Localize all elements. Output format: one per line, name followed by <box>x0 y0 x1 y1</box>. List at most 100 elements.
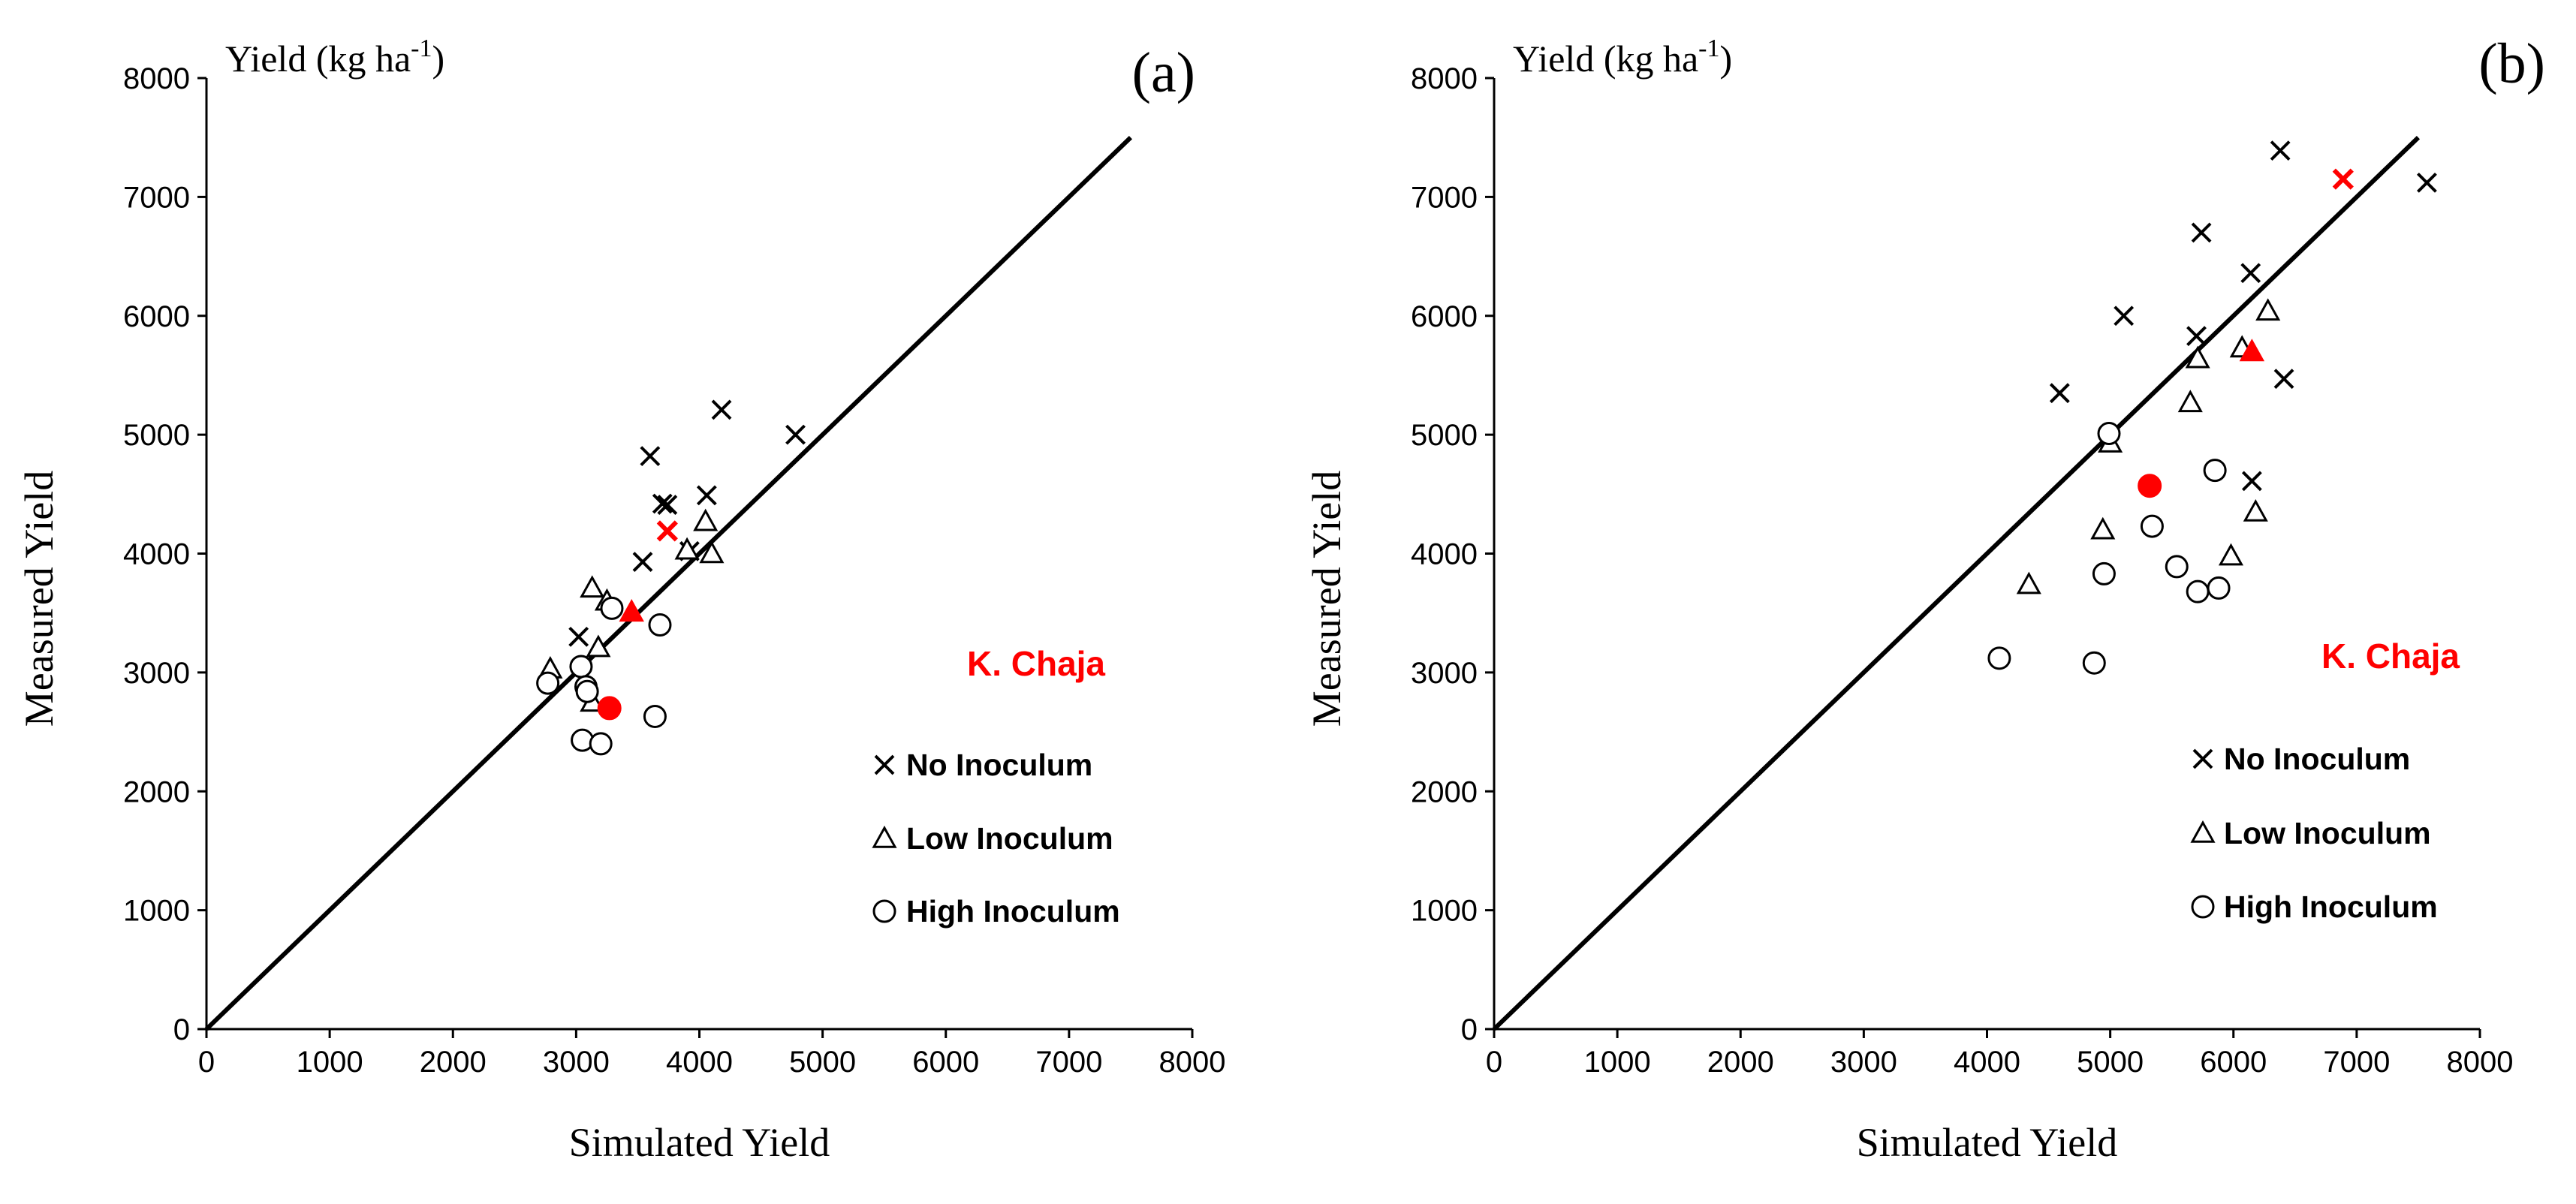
circle-marker-point <box>2165 555 2189 579</box>
x-tick-label: 5000 <box>2077 1046 2144 1079</box>
x-marker-point <box>2241 471 2262 492</box>
x-marker-point <box>2240 263 2261 284</box>
x-tick-label: 5000 <box>789 1046 856 1079</box>
circle-marker-point <box>2092 561 2116 585</box>
triangle-marker-point <box>674 537 700 560</box>
x-tick-label: 6000 <box>2200 1046 2267 1079</box>
x-marker-point-stroke-2 <box>696 485 717 506</box>
y-tick-label: 7000 <box>1411 181 1478 214</box>
circle-marker-point <box>1987 646 2011 670</box>
y-tick-label: 3000 <box>1411 657 1478 690</box>
unit-label-close: ) <box>1720 38 1733 80</box>
triangle-marker-point <box>699 540 725 564</box>
x-tick-label: 6000 <box>912 1046 979 1079</box>
circle-marker-point <box>571 728 595 752</box>
y-tick-label: 4000 <box>1411 538 1478 571</box>
x-marker-point-stroke-2 <box>2273 369 2294 390</box>
annotation-k-chaja: K. Chaja <box>2321 637 2460 676</box>
circle-marker-point <box>569 655 593 679</box>
x-marker-point <box>640 446 661 467</box>
circle-marker-point <box>2203 459 2227 483</box>
unit-label-text: Yield (kg ha <box>225 38 411 80</box>
x-marker-point-stroke-2 <box>785 424 806 445</box>
x-marker-point-stroke-2 <box>2417 172 2437 193</box>
x-marker-point <box>696 485 717 506</box>
x-marker-point-stroke-2 <box>2240 263 2261 284</box>
x-marker-point-stroke-2 <box>2241 471 2262 492</box>
legend-x-icon-stroke-2 <box>874 754 895 775</box>
x-marker-point <box>2270 140 2291 161</box>
circle-marker-point <box>589 732 613 756</box>
highlight-circle-marker-point <box>597 696 622 721</box>
x-axis-title: Simulated Yield <box>569 1120 830 1165</box>
legend-label: No Inoculum <box>906 748 1092 782</box>
triangle-marker-point <box>2177 390 2203 413</box>
y-tick-label: 4000 <box>123 538 190 571</box>
x-tick-label: 4000 <box>1954 1046 2020 1079</box>
x-tick-label: 0 <box>198 1046 215 1079</box>
y-tick-label: 2000 <box>1411 775 1478 808</box>
triangle-marker-point <box>586 634 611 658</box>
unit-label: Yield (kg ha-1) <box>225 35 444 80</box>
x-marker-point-stroke-2 <box>2049 383 2070 404</box>
x-marker-point <box>568 626 589 647</box>
circle-marker-point <box>2207 576 2231 600</box>
highlight-x-marker-point-stroke-2 <box>2332 168 2354 190</box>
y-tick-label: 3000 <box>123 657 190 690</box>
x-tick-label: 8000 <box>1159 1046 1226 1079</box>
x-tick-label: 8000 <box>2447 1046 2514 1079</box>
x-marker-point <box>2417 172 2437 193</box>
circle-marker-point <box>2186 579 2210 604</box>
x-marker-point-stroke-2 <box>632 552 653 573</box>
x-tick-label: 7000 <box>1035 1046 1102 1079</box>
unit-label-exponent: -1 <box>411 35 432 62</box>
unit-label-text: Yield (kg ha <box>1513 38 1698 80</box>
legend-label: Low Inoculum <box>2224 816 2431 850</box>
panel-b: 0 1000 2000 3000 4000 5000 6000 7000 8000 0 1000 20… <box>1304 32 2545 1165</box>
highlight-x-marker-point <box>656 520 678 542</box>
x-marker-point <box>2186 326 2207 347</box>
annotation-k-chaja: K. Chaja <box>967 644 1105 683</box>
x-marker-point <box>2191 222 2212 243</box>
highlight-x-marker-point <box>2332 168 2354 190</box>
y-tick-label: 6000 <box>123 300 190 333</box>
legend-label: High Inoculum <box>906 894 1120 929</box>
highlight-triangle-marker-point <box>619 599 644 622</box>
x-tick-label: 3000 <box>1830 1046 1897 1079</box>
triangle-marker-point <box>2255 298 2281 321</box>
panel-a: 0 1000 2000 3000 4000 5000 6000 7000 8000 0 1000 20… <box>17 35 1225 1165</box>
y-tick-label: 6000 <box>1411 300 1478 333</box>
y-tick-label: 7000 <box>123 181 190 214</box>
x-marker-point <box>2049 383 2070 404</box>
x-marker-point-stroke-2 <box>2191 222 2212 243</box>
x-tick-label: 2000 <box>420 1046 487 1079</box>
triangle-marker-point <box>2090 516 2116 540</box>
y-tick-label: 2000 <box>123 775 190 808</box>
unit-label-exponent: -1 <box>1698 35 1719 62</box>
circle-marker-point <box>536 671 560 695</box>
legend-circle-icon <box>2191 895 2215 919</box>
y-axis-title: Measured Yield <box>1304 471 1349 727</box>
y-tick-label: 1000 <box>1411 895 1478 928</box>
x-marker-point <box>711 399 732 420</box>
circle-marker-point <box>600 596 624 620</box>
highlight-circle-marker-point <box>2138 474 2162 498</box>
y-axis-title: Measured Yield <box>17 471 62 727</box>
panel-label: (a) <box>1132 41 1195 104</box>
triangle-marker-point <box>2016 571 2041 594</box>
legend-x-icon <box>874 754 895 775</box>
legend-label: High Inoculum <box>2224 889 2438 924</box>
y-tick-label: 5000 <box>1411 419 1478 452</box>
triangle-marker-point <box>693 508 719 531</box>
x-tick-label: 0 <box>1486 1046 1502 1079</box>
x-marker-point <box>785 424 806 445</box>
x-marker-point-stroke-2 <box>2270 140 2291 161</box>
unit-label-close: ) <box>432 38 445 80</box>
x-tick-label: 3000 <box>543 1046 610 1079</box>
legend-x-icon-stroke-2 <box>2192 748 2213 769</box>
x-marker-point-stroke-2 <box>652 493 673 514</box>
y-tick-label: 0 <box>173 1013 190 1046</box>
one-to-one-line <box>204 136 1133 1031</box>
highlight-triangle-marker-point <box>2239 339 2265 362</box>
unit-label: Yield (kg ha-1) <box>1513 35 1732 80</box>
